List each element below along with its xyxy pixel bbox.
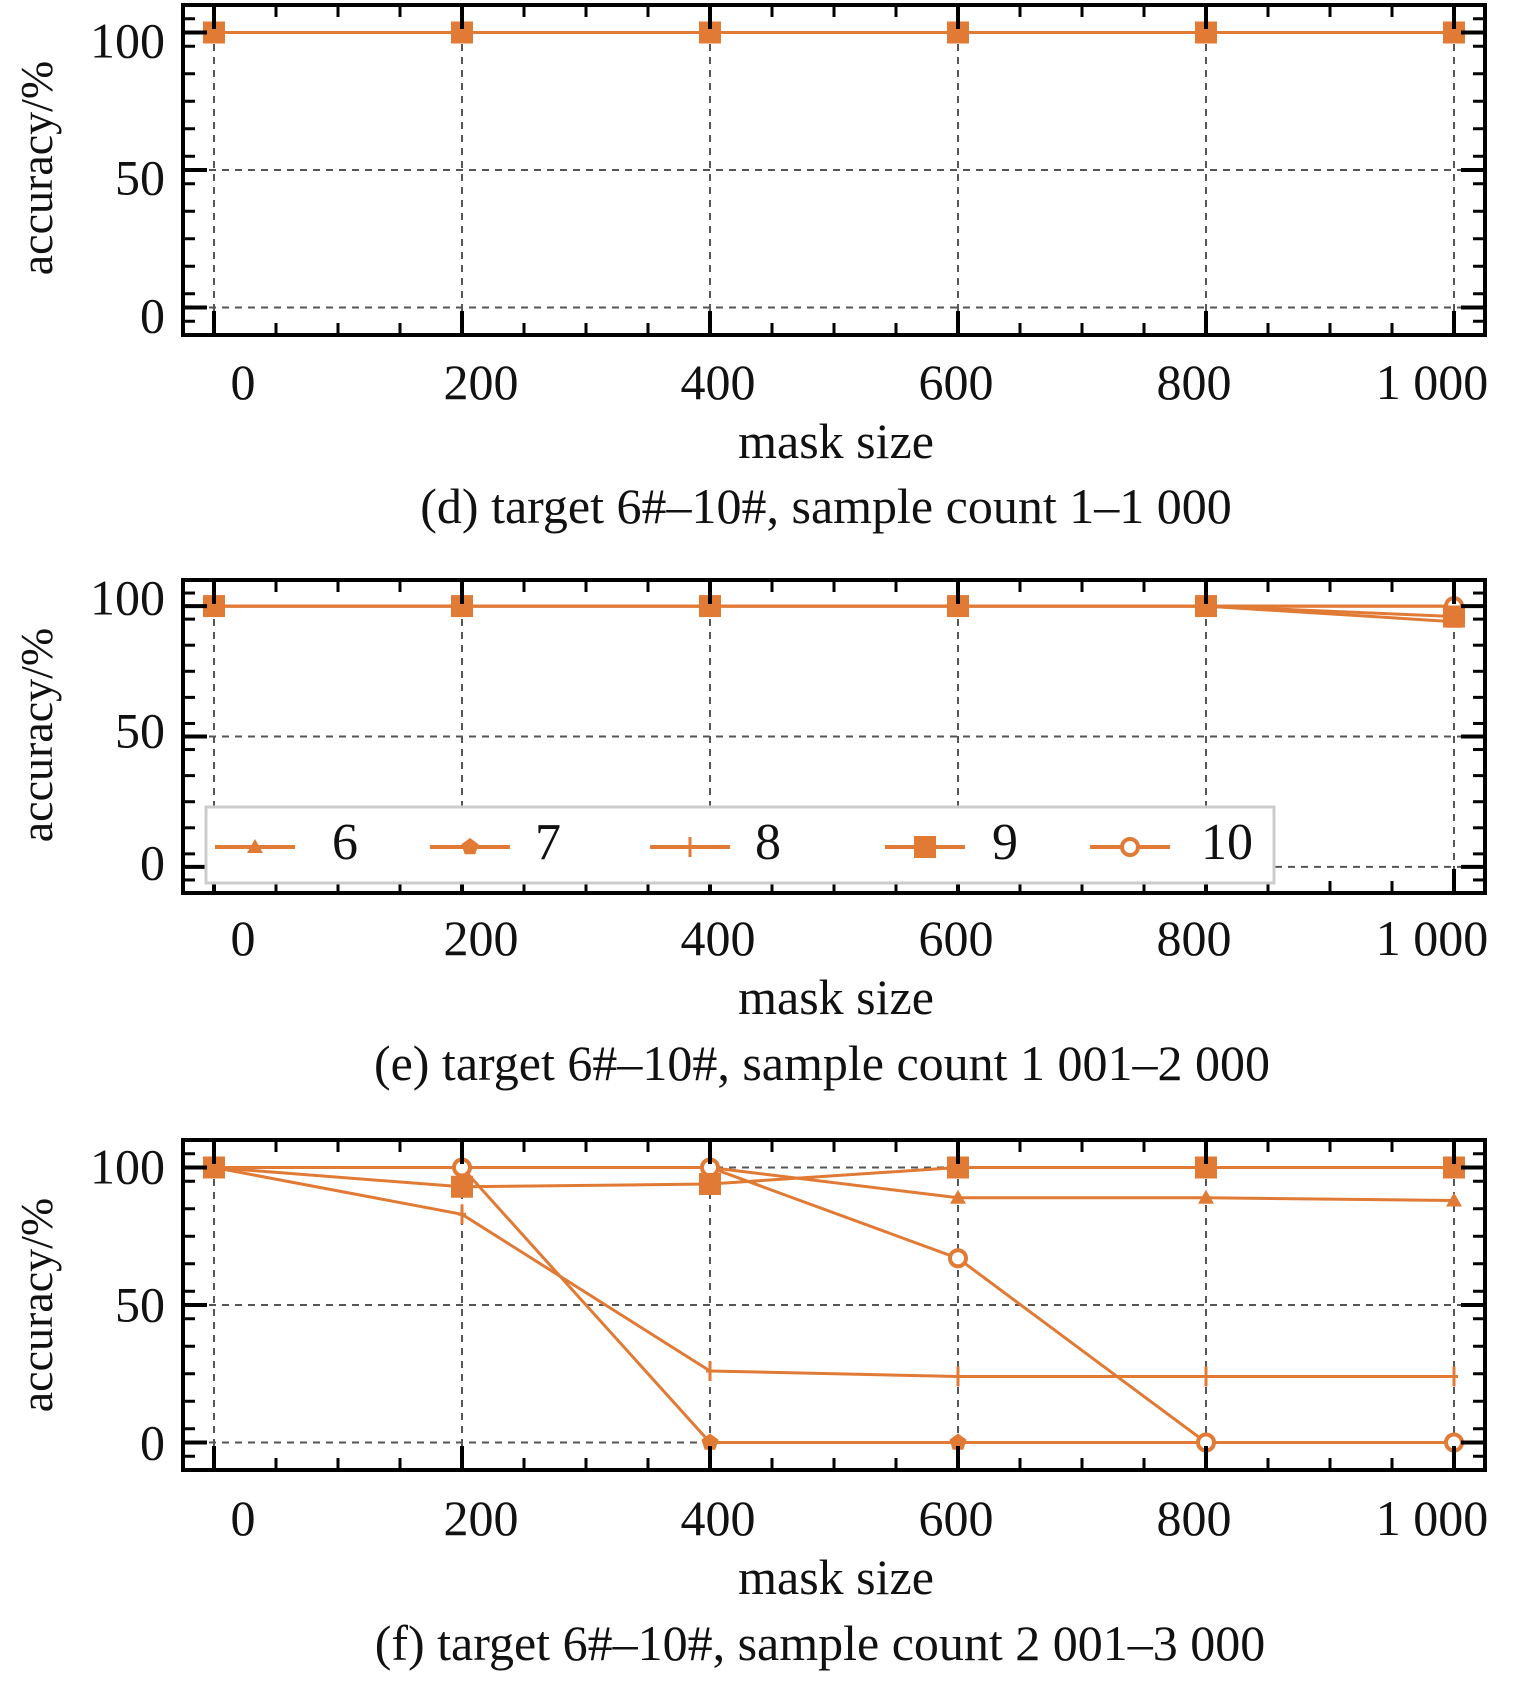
panel-d-xtick-200: 200 [444, 354, 519, 410]
panel-f-series-0-point-800 [1198, 1189, 1214, 1204]
panel-f-series-4-point-0 [203, 1156, 225, 1179]
panel-d-xtick-1000: 1 000 [1376, 354, 1489, 410]
panel-d-series-4-point-200 [451, 21, 473, 44]
legend-key-9-marker [914, 836, 936, 858]
panel-f-xlabel: mask size [738, 1549, 934, 1605]
panel-f-series-4-point-600 [947, 1156, 969, 1179]
panel-f-xtick-1000: 1 000 [1376, 1490, 1489, 1546]
panel-f-series-4-line [213, 1166, 1454, 1189]
panel-f-xtick-400: 400 [681, 1490, 756, 1546]
panel-f-series-4-point-200 [451, 1175, 473, 1198]
panel-d-caption: (d) target 6#–10#, sample count 1–1 000 [420, 478, 1231, 534]
panel-d-xtick-600: 600 [919, 354, 994, 410]
panel-d-grid [183, 5, 1485, 335]
panel-d-ticks [183, 5, 1485, 335]
panel-e-xtick-0: 0 [231, 910, 256, 966]
panel-e-series-4-line [214, 604, 1455, 618]
panel-d-ytick-0: 0 [140, 287, 165, 343]
panel-f-series-2-point-1000 [1450, 1366, 1458, 1387]
legend-key-6-marker [247, 839, 263, 853]
panel-d-series [203, 21, 1465, 44]
panel-e-xtick-400: 400 [681, 910, 756, 966]
panel-f-xtick-800: 800 [1157, 1490, 1232, 1546]
panel-d-xtick-800: 800 [1157, 354, 1232, 410]
legend-label-8: 8 [755, 814, 781, 871]
panel-f-series-0-point-1000 [1446, 1192, 1462, 1207]
panel-f-ylabel: accuracy/% [11, 1198, 62, 1413]
panel-d-xtick-400: 400 [681, 354, 756, 410]
panel-d-ytick-50: 50 [115, 149, 165, 205]
panel-d-series-4-point-0 [203, 21, 225, 44]
panel-f-series-3-line [214, 1166, 1454, 1444]
legend-label-7: 7 [535, 814, 561, 871]
panel-d-series-4-point-800 [1195, 21, 1217, 44]
panel-d-series-4-point-600 [947, 21, 969, 44]
panel-f-ytick-100: 100 [90, 1138, 165, 1194]
panel-d-xtick-0: 0 [231, 354, 256, 410]
panel-d-ytick-100: 100 [90, 12, 165, 68]
panel-e-ytick-50: 50 [115, 702, 165, 758]
panel-d-series-4-point-1000 [1443, 21, 1465, 44]
panel-e-xlabel: mask size [738, 969, 934, 1025]
panel-d-series-4-point-400 [699, 21, 721, 44]
panel-f-series-4-point-1000 [1443, 1156, 1465, 1179]
panel-f-series-2-point-800 [1202, 1366, 1210, 1387]
panel-f-series-0-point-600 [950, 1189, 966, 1204]
legend-label-6: 6 [332, 814, 358, 871]
panel-e-series-4-point-600 [947, 595, 969, 618]
panel-f-series-0-line [214, 1166, 1455, 1202]
panel-f-series-2-point-600 [954, 1366, 962, 1387]
panel-e-caption: (e) target 6#–10#, sample count 1 001–2 … [374, 1035, 1270, 1091]
panel-e-series-4-point-400 [699, 595, 721, 618]
panel-e-ytick-100: 100 [90, 569, 165, 625]
panel-f-ytick-0: 0 [140, 1414, 165, 1470]
panel-f-series-4-point-400 [699, 1173, 721, 1195]
panel-e-series-4-point-1000 [1443, 605, 1465, 628]
panel-f: 100 50 0 0 200 400 600 800 1 000 mask si… [11, 1138, 1488, 1671]
panel-e-xtick-1000: 1 000 [1376, 910, 1489, 966]
panel-f-series-4-point-800 [1195, 1156, 1217, 1179]
panel-f-series-1-point-600 [949, 1433, 967, 1450]
panel-e-series [203, 595, 1465, 628]
panel-e-xtick-600: 600 [919, 910, 994, 966]
panel-f-xtick-0: 0 [231, 1490, 256, 1546]
panel-f-grid [183, 1140, 1485, 1470]
panel-e-xtick-800: 800 [1157, 910, 1232, 966]
panel-f-series-2-line [213, 1166, 1454, 1378]
panel-e-legend-keys [215, 836, 1170, 858]
panel-f-ytick-50: 50 [115, 1276, 165, 1332]
legend-label-9: 9 [992, 814, 1018, 871]
panel-e-ylabel: accuracy/% [11, 628, 62, 843]
panel-e-series-4-point-800 [1195, 595, 1217, 618]
panel-f-xtick-200: 200 [444, 1490, 519, 1546]
panel-d: 100 50 0 0 200 400 600 800 1 000 mask si… [11, 3, 1489, 534]
legend-key-7-marker [461, 838, 479, 855]
panel-f-series-1-point-400 [701, 1433, 719, 1450]
legend-key-10-marker [1120, 837, 1140, 857]
panel-f-series-2-point-200 [458, 1204, 466, 1225]
panel-f-series-2-point-400 [706, 1361, 714, 1381]
panel-d-ylabel: accuracy/% [11, 61, 62, 276]
panel-f-xtick-600: 600 [919, 1490, 994, 1546]
panel-e-ytick-0: 0 [140, 834, 165, 890]
legend-key-8-marker [686, 837, 694, 857]
panel-f-series-3-point-600 [948, 1248, 968, 1269]
panel-f-series [203, 1156, 1465, 1453]
legend-label-10: 10 [1201, 814, 1253, 871]
panel-e-series-4-point-200 [451, 595, 473, 618]
panel-f-ticks [183, 1140, 1485, 1470]
panel-f-caption: (f) target 6#–10#, sample count 2 001–3 … [375, 1615, 1266, 1671]
panel-d-xlabel: mask size [738, 413, 934, 469]
panel-e-xtick-200: 200 [444, 910, 519, 966]
panel-e-series-4-point-0 [203, 595, 225, 618]
panel-e: 6 7 8 9 10 100 50 0 0 200 400 600 800 1 … [11, 569, 1488, 1091]
panel-e-legend: 6 7 8 9 10 [204, 805, 1276, 885]
